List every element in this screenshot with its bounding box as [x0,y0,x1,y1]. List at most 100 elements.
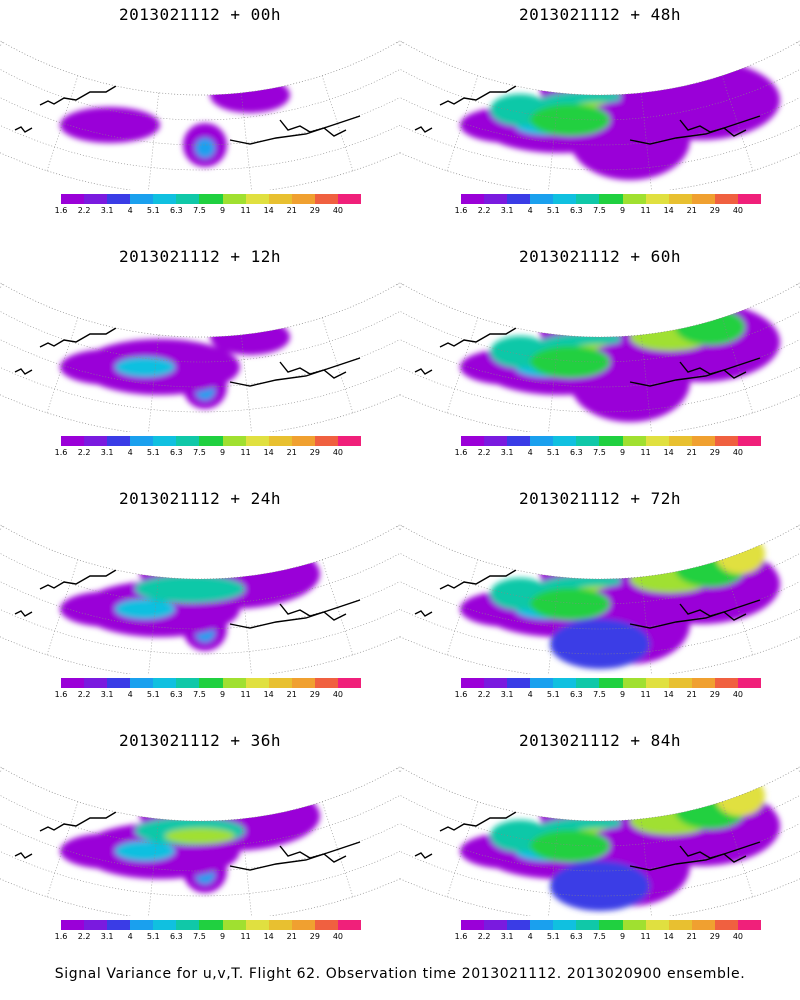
colorbar-tick-label: 40 [732,206,744,215]
colorbar-tick-label: 29 [309,690,320,699]
longitude-line [147,92,160,190]
colorbar-swatch [530,436,554,446]
coastline [199,549,289,561]
colorbar-tick-label: 1.6 [454,448,468,457]
longitude-line [400,283,403,371]
colorbar-swatch [668,194,692,204]
colorbar-tick-label: 11 [640,206,651,215]
variance-region [550,861,650,911]
panel-title: 2013021112 + 24h [118,489,282,508]
colorbar-swatch [245,678,269,688]
colorbar-swatch [245,920,269,930]
colorbar [461,920,762,930]
colorbar-tick-label: 14 [663,932,674,941]
colorbar-tick-label: 29 [709,690,720,699]
colorbar-tick-label: 9 [619,690,626,699]
coastline [229,841,361,871]
colorbar-labels: 1.6 2.2 3.1 4 5.1 6.3 7.5 9 11 14 21 29 40 [52,690,372,702]
variance-map [0,514,400,674]
colorbar-swatch [461,436,485,446]
coastline [214,289,258,306]
coastline [599,549,689,561]
colorbar-tick-label: 4 [527,932,533,941]
colorbar-swatch [622,194,646,204]
colorbar-tick-label: 6.3 [570,690,583,699]
colorbar-swatch [176,678,200,688]
colorbar-tick-label: 3.1 [500,448,514,457]
colorbar-swatch [645,436,669,446]
colorbar-swatch [484,436,508,446]
variance-region [165,828,235,844]
colorbar-tick-label: 4 [127,448,133,457]
colorbar-swatch [199,194,223,204]
coastline [39,811,117,832]
colorbar-swatch [314,436,338,446]
colorbar-tick-label: 1.6 [454,932,468,941]
longitude-line [0,41,3,129]
colorbar-tick-label: 7.5 [193,206,206,215]
colorbar-tick-label: 1.6 [454,690,468,699]
colorbar-swatch [153,678,177,688]
colorbar-tick-label: 9 [219,448,226,457]
colorbar-swatch [553,436,577,446]
colorbar-tick-label: 4 [127,206,133,215]
colorbar-tick-label: 9 [219,932,226,941]
coastline [679,845,747,863]
coastline [439,327,517,348]
variance-region [115,841,175,861]
colorbar-tick-label: 21 [686,206,697,215]
coastline [229,599,361,629]
colorbar-tick-label: 6.3 [170,448,183,457]
colorbar-tick-label: 11 [640,932,651,941]
colorbar-swatch [245,194,269,204]
colorbar-swatch [714,194,738,204]
coastline [279,361,347,379]
colorbar-swatch [691,194,715,204]
colorbar-tick-label: 7.5 [193,932,206,941]
variance-region [60,107,160,143]
colorbar-swatch [153,920,177,930]
variance-map [0,272,400,432]
coastline [214,531,258,548]
colorbar-tick-label: 3.1 [100,206,114,215]
colorbar-tick-label: 1.6 [54,206,68,215]
colorbar-tick-label: 40 [332,206,344,215]
colorbar-labels: 1.6 2.2 3.1 4 5.1 6.3 7.5 9 11 14 21 29 40 [52,448,372,460]
colorbar-swatch [645,920,669,930]
colorbar-tick-label: 1.6 [454,206,468,215]
map-panel: 2013021112 + 48h 1.6 2.2 3.1 4 5.1 6.3 7.5 9 11 14… [400,0,800,240]
colorbar-tick-label: 6.3 [170,932,183,941]
colorbar-tick-label: 4 [127,690,133,699]
colorbar-tick-label: 3.1 [500,932,514,941]
variance-region [715,534,765,574]
coastline [529,543,609,563]
colorbar-swatch [714,920,738,930]
colorbar-tick-label: 1.6 [54,690,68,699]
variance-region [530,830,610,862]
colorbar-tick-label: 2.2 [77,932,91,941]
colorbar [61,678,362,688]
colorbar-tick-label: 9 [619,448,626,457]
colorbar-tick-label: 7.5 [193,690,206,699]
colorbar-tick-label: 21 [286,448,297,457]
colorbar-tick-label: 9 [219,206,226,215]
colorbar-tick-label: 5.1 [546,448,560,457]
coastline [599,307,689,319]
colorbar-tick-label: 2.2 [477,206,491,215]
coastline [129,301,209,321]
colorbar-tick-label: 3.1 [500,206,514,215]
colorbar [461,678,762,688]
colorbar-labels: 1.6 2.2 3.1 4 5.1 6.3 7.5 9 11 14 21 29 40 [452,690,772,702]
coastline [199,791,289,803]
colorbar-tick-label: 3.1 [100,932,114,941]
colorbar-swatch [461,194,485,204]
variance-region [675,309,745,345]
longitude-line [0,767,3,855]
colorbar-swatch [314,920,338,930]
colorbar-tick-label: 3.1 [100,690,114,699]
longitude-line [0,525,3,613]
colorbar-swatch [530,194,554,204]
variance-map [400,756,800,916]
coastline [414,368,433,375]
colorbar-tick-label: 21 [686,690,697,699]
